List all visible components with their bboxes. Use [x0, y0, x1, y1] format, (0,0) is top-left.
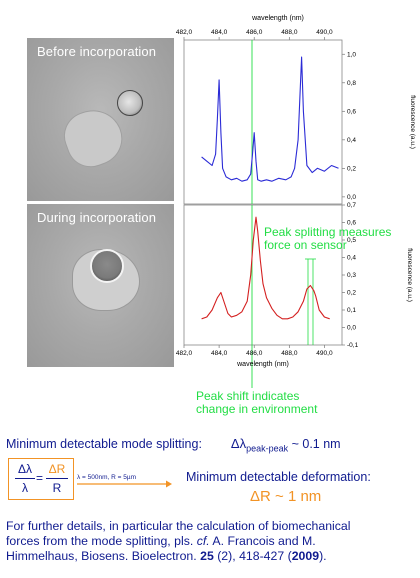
- y-tick-label: 0,0: [347, 194, 356, 201]
- formula-equals: =: [36, 471, 44, 485]
- y-tick-label: 0,6: [347, 220, 356, 227]
- formula-rhs-fraction-bar: [46, 478, 68, 479]
- min-mode-subscript: peak-peak: [246, 443, 289, 454]
- plot-frame-top: [183, 39, 343, 205]
- reference-pages: (2), 418-427 (: [213, 549, 292, 563]
- peak-shift-line-1: Peak shift indicates: [196, 389, 300, 403]
- x-tick-label: 482,0: [176, 350, 193, 357]
- y-tick-label: 0,6: [347, 109, 356, 116]
- reference-paragraph: For further details, in particular the c…: [6, 519, 351, 564]
- microsphere-bead: [90, 249, 124, 283]
- y-tick-label: 0,0: [347, 325, 356, 332]
- min-deformation-value: ΔR ~ 1 nm: [250, 488, 322, 505]
- x-tick-label: 488,0: [281, 350, 298, 357]
- reference-authors: A. Francois and M.: [209, 534, 316, 548]
- y-tick-label: 0,3: [347, 272, 356, 279]
- reference-volume: 25: [200, 549, 214, 563]
- formula-params: λ = 500nm, R = 5µm: [77, 474, 137, 481]
- y-tick-label: 0,8: [347, 80, 356, 87]
- formula-rhs-numerator: ΔR: [48, 462, 66, 476]
- spectrum-line: [201, 216, 330, 320]
- reference-line-2: forces from the mode splitting, pls. cf.…: [6, 534, 351, 549]
- y-tick-label: 0,2: [347, 290, 356, 297]
- x-tick-label: 484,0: [211, 350, 228, 357]
- min-mode-label: Minimum detectable mode splitting:: [6, 437, 202, 451]
- x-axis-label-bottom: wavelength (nm): [236, 361, 289, 368]
- image-title-before: Before incorporation: [37, 44, 157, 59]
- y-axis-label-bottom: fluorescence (a.u.): [406, 248, 413, 302]
- reference-journal: Himmelhaus, Biosens. Bioelectron.: [6, 549, 201, 563]
- x-tick-label: 490,0: [316, 29, 333, 36]
- peak-splitting-line-2: force on sensor: [264, 238, 347, 252]
- peak-splitting-note: Peak splitting measures force on sensor: [264, 226, 391, 252]
- x-tick-label: 486,0: [246, 350, 263, 357]
- image-title-during: During incorporation: [37, 210, 157, 225]
- min-mode-value: ~ 0.1 nm: [288, 437, 341, 451]
- formula-lhs-denominator: λ: [22, 481, 28, 495]
- microscopy-image-during: During incorporation: [27, 204, 174, 367]
- y-axis-label-top: fluorescence (a.u.): [409, 95, 416, 149]
- x-tick-label: 488,0: [281, 29, 298, 36]
- x-tick-label: 482,0: [176, 29, 193, 36]
- spectrum-plot-before: wavelength (nm) 482,0 484,0 486,0 488,0 490,…: [176, 15, 416, 205]
- min-mode-splitting-row: Minimum detectable mode splitting: Δλpea…: [6, 436, 341, 454]
- peak-shift-note: Peak shift indicates change in environme…: [196, 390, 317, 416]
- min-mode-symbol: Δλ: [230, 436, 247, 451]
- spectrum-plot-during: 482,0 484,0 486,0 488,0 490,0 -0,1 0,0 0,1 0,2 0…: [176, 202, 413, 388]
- microsphere-bead: [117, 90, 143, 116]
- y-tick-label: 0,4: [347, 255, 356, 262]
- peak-splitting-line-1: Peak splitting measures: [264, 225, 392, 239]
- x-tick-label: 484,0: [211, 29, 228, 36]
- x-tick-label: 490,0: [316, 350, 333, 357]
- y-tick-label: -0,1: [347, 342, 359, 349]
- microscopy-image-before: Before incorporation: [27, 38, 174, 201]
- cell-body: [57, 101, 130, 175]
- min-deformation-label: Minimum detectable deformation:: [186, 470, 371, 484]
- formula-lhs-fraction-bar: [15, 478, 35, 479]
- spectrum-line: [201, 56, 339, 182]
- x-tick-label: 486,0: [246, 29, 263, 36]
- y-tick-label: 1,0: [347, 51, 356, 58]
- y-tick-label: 0,4: [347, 137, 356, 144]
- reference-line-3: Himmelhaus, Biosens. Bioelectron. 25 (2)…: [6, 549, 351, 564]
- y-tick-label: 0,7: [347, 202, 356, 209]
- reference-line-1: For further details, in particular the c…: [6, 519, 351, 533]
- reference-year: 2009: [291, 549, 320, 563]
- formula-lhs-numerator: Δλ: [17, 462, 32, 476]
- peak-shift-line-2: change in environment: [196, 402, 318, 416]
- y-tick-label: 0,5: [347, 237, 356, 244]
- formula-rhs-denominator: R: [52, 481, 62, 495]
- formula-box: Δλ λ = ΔR R: [8, 458, 74, 500]
- reference-text: forces from the mode splitting, pls.: [6, 534, 197, 548]
- formula-arrow: [77, 480, 172, 488]
- y-tick-label: 0,2: [347, 166, 356, 173]
- y-tick-label: 0,1: [347, 307, 356, 314]
- x-axis-label-top: wavelength (nm): [251, 15, 304, 22]
- reference-cf: cf.: [196, 534, 210, 548]
- reference-end: ).: [319, 549, 327, 563]
